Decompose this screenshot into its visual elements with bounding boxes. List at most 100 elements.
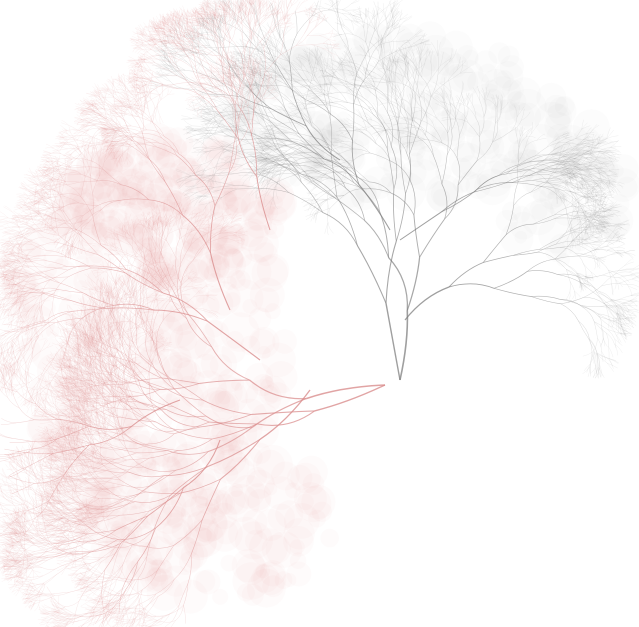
tree-branch — [396, 83, 402, 96]
tree-branch — [248, 168, 263, 170]
tree-branch — [259, 140, 271, 147]
tree-branch — [176, 175, 192, 183]
foliage-haze — [515, 231, 528, 244]
tree-branch — [246, 151, 259, 154]
tree-branch — [383, 3, 385, 13]
tree-branch — [336, 82, 353, 85]
tree-branch — [328, 70, 339, 79]
tree-branch — [310, 165, 322, 167]
tree-branch — [402, 132, 413, 135]
foliage-haze — [277, 103, 304, 130]
tree-branch — [315, 5, 325, 9]
tree-branch — [302, 94, 306, 109]
tree-branch — [240, 102, 252, 109]
tree-branch — [476, 136, 481, 162]
tree-branch — [436, 117, 448, 134]
tree-branch — [592, 238, 604, 243]
tree-branch — [583, 263, 591, 272]
tree-branch — [305, 96, 318, 98]
tree-branch — [398, 136, 411, 138]
tree-branch — [518, 146, 526, 163]
tree-branch — [536, 138, 547, 141]
tree-branch — [559, 146, 565, 157]
tree-branch — [331, 76, 348, 83]
tree-branch — [315, 76, 325, 95]
tree-branch — [324, 94, 331, 121]
tree-branch — [267, 185, 277, 196]
tree-branch — [223, 147, 243, 158]
tree-branch — [441, 183, 448, 220]
tree-branch — [183, 120, 193, 127]
tree-branch — [444, 99, 448, 115]
tree-branch — [251, 107, 264, 120]
tree-branch — [221, 130, 235, 133]
tree-branch — [345, 137, 358, 145]
tree-branch — [430, 65, 441, 80]
tree-branch — [303, 151, 329, 160]
tree-branch — [260, 168, 268, 177]
tree-branch — [559, 146, 563, 157]
tree-branch — [314, 49, 322, 61]
tree-branch — [396, 66, 403, 82]
tree-branch — [588, 221, 599, 230]
tree-branch — [308, 179, 321, 184]
tree-branch — [627, 311, 637, 318]
tree-branch — [272, 59, 279, 73]
tree-branch — [196, 147, 208, 157]
tree-branch — [197, 195, 209, 198]
tree-branch — [427, 116, 435, 129]
tree-branch — [336, 135, 347, 138]
tree-branch — [214, 209, 217, 220]
tree-branch — [264, 167, 279, 172]
tree-branch — [259, 173, 266, 182]
tree-branch — [379, 211, 390, 258]
tree-branch — [210, 129, 228, 136]
tree-branch — [553, 141, 560, 151]
tree-branch — [398, 48, 405, 60]
tree-branch — [304, 67, 315, 81]
tree-branch — [224, 79, 240, 89]
tree-branch — [539, 247, 561, 250]
tree-branch — [427, 132, 443, 144]
tree-branch — [602, 217, 610, 227]
tree-branch — [483, 101, 487, 117]
tree-branch — [329, 153, 341, 156]
tree-branch — [223, 148, 233, 152]
tree-branch — [247, 81, 257, 100]
tree-branch — [335, 75, 346, 87]
tree-branch — [339, 56, 350, 67]
tree-branch — [317, 190, 330, 199]
tree-branch — [255, 152, 268, 155]
tree-branch — [412, 134, 426, 140]
tree-branch — [303, 95, 317, 97]
tree-branch — [596, 230, 604, 232]
tree-branch — [205, 128, 213, 140]
tree-branch — [198, 131, 211, 139]
tree-branch — [562, 182, 574, 186]
tree-branch — [309, 93, 319, 100]
tree-branch — [596, 198, 607, 200]
tree-branch — [425, 134, 434, 156]
tree-branch — [323, 101, 348, 106]
tree-branch — [264, 134, 275, 145]
tree-branch — [303, 48, 309, 62]
tree-branch — [596, 291, 611, 300]
tree-branch — [586, 229, 596, 233]
tree-branch — [255, 140, 270, 143]
tree-branch — [216, 161, 229, 164]
tree-branch — [390, 71, 404, 85]
tree-branch — [261, 175, 268, 187]
tree-branch — [572, 291, 575, 300]
tree-branch — [358, 85, 375, 87]
tree-branch — [319, 0, 322, 11]
tree-branch — [198, 196, 209, 204]
tree-branch — [341, 52, 350, 64]
tree-branch — [360, 77, 375, 87]
tree-branch — [554, 241, 572, 260]
tree-branch — [273, 108, 287, 111]
tree-branch — [555, 161, 566, 169]
tree-branch — [393, 61, 407, 65]
tree-branch — [592, 245, 598, 253]
foliage-haze — [76, 208, 98, 230]
tree-branch — [458, 110, 469, 123]
